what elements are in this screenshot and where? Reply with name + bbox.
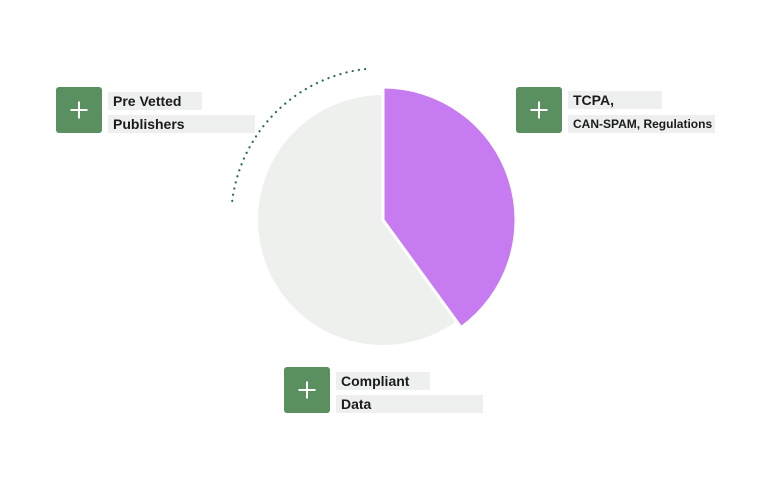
plus-badge [56,87,102,133]
callout-label-line1: Compliant [336,372,430,390]
plus-badge [284,367,330,413]
callout-label-line1: TCPA, [568,91,662,109]
callout-label-line2: CAN-SPAM, Regulations [568,115,715,133]
pie-slice-highlight [381,85,518,330]
plus-icon [70,101,88,119]
plus-badge [516,87,562,133]
callout-label-line2: Publishers [108,115,255,133]
pie-slice-remainder [258,95,457,345]
plus-icon [298,381,316,399]
plus-icon [530,101,548,119]
callout-label-line2: Data [336,395,483,413]
callout-label-line1: Pre Vetted [108,92,202,110]
